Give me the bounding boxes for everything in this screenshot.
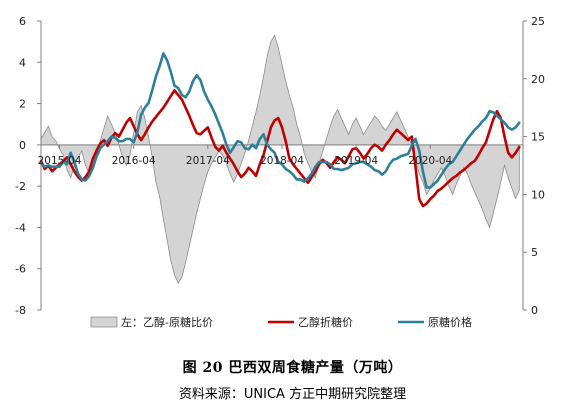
- legend-label-ratio: 左：乙醇-原糖比价: [121, 315, 213, 329]
- x-axis-tick-label: 2016-04: [112, 155, 156, 167]
- left-axis-tick-label: 6: [19, 15, 26, 28]
- right-axis-tick-label: 20: [531, 73, 545, 86]
- legend-label-ethanol: 乙醇折糖价: [298, 315, 353, 329]
- figure-caption-title: 图 20 巴西双周食糖产量（万吨）: [182, 360, 403, 376]
- left-axis-tick-label: -8: [15, 304, 26, 317]
- right-axis-tick-label: 5: [531, 246, 538, 259]
- x-axis-tick-label: 2015-04: [38, 155, 82, 167]
- x-axis-tick-label: 2020-04: [408, 155, 452, 167]
- right-axis-tick-label: 10: [531, 188, 545, 201]
- chart: -8 -6 -4 -2 0 2 4 6 0 5 10 15 20 25 2015-04 2016-04 2017…: [15, 15, 545, 329]
- right-axis-tick-label: 15: [531, 131, 545, 144]
- x-axis-tick-label: 2017-04: [186, 155, 230, 167]
- figure-caption-source: 资料来源：UNICA 方正中期研究院整理: [178, 387, 407, 402]
- price-lines-layer: [39, 52, 521, 208]
- right-axis-tick-label: 25: [531, 15, 545, 28]
- x-axis-tick-label: 2018-04: [260, 155, 304, 167]
- left-axis-tick-label: -6: [15, 263, 26, 276]
- series-ethanol-line: [39, 89, 521, 208]
- legend-swatch-ratio: [90, 316, 118, 328]
- left-axis-tick-label: 4: [19, 56, 26, 69]
- left-axis-tick-label: 0: [19, 139, 26, 152]
- left-axis-tick-label: -4: [15, 221, 26, 234]
- right-axis-tick-label: 0: [531, 304, 538, 317]
- series-raw-sugar-line: [39, 52, 521, 189]
- x-axis-tick-label: 2019-04: [334, 155, 378, 167]
- legend: 左：乙醇-原糖比价 乙醇折糖价 原糖价格: [90, 315, 472, 329]
- left-axis-tick-label: 2: [19, 98, 26, 111]
- axes-layer: -8 -6 -4 -2 0 2 4 6 0 5 10 15 20 25 2015-04 2016-04 2017…: [15, 15, 545, 317]
- legend-label-raw-sugar: 原糖价格: [428, 315, 472, 329]
- left-axis-tick-label: -2: [15, 180, 26, 193]
